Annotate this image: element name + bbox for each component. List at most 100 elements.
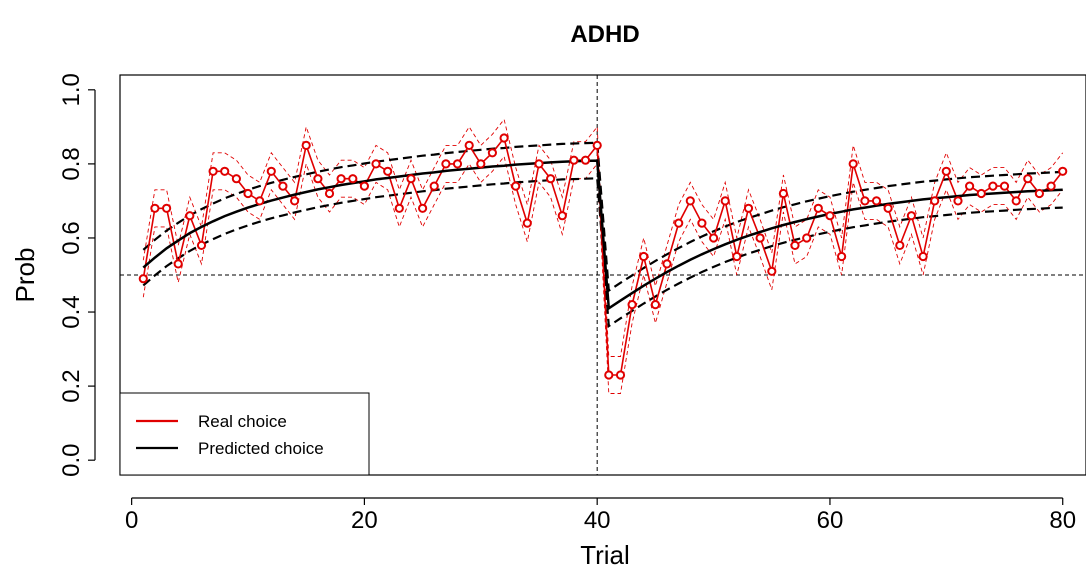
real-choice-point [220, 166, 230, 176]
real-choice-point [348, 174, 358, 184]
real-choice-point [767, 266, 777, 276]
y-tick-label: 0.0 [58, 444, 85, 477]
x-tick-label: 0 [125, 507, 138, 534]
x-axis: 0 20 40 60 80 [125, 497, 1076, 534]
real-choice-point [802, 233, 812, 243]
x-tick-label: 20 [351, 507, 378, 534]
real-choice-point [941, 166, 951, 176]
real-choice-point [324, 188, 335, 199]
real-choice-lower-band [142, 155, 1064, 394]
real-choice-point [138, 274, 148, 284]
real-choice-point [243, 188, 253, 199]
real-choice-point [383, 166, 393, 176]
real-choice-point [441, 159, 451, 169]
real-choice-point [546, 174, 556, 184]
real-choice-point [895, 240, 905, 250]
real-choice-point [557, 211, 567, 221]
real-choice-point [290, 196, 300, 206]
real-choice-point [906, 211, 917, 221]
real-choice-point [988, 181, 998, 191]
real-choice-point [418, 203, 428, 213]
real-choice-point [522, 218, 532, 228]
real-choice-point [313, 174, 323, 184]
real-choice-point [639, 251, 649, 262]
real-choice-point [1034, 188, 1045, 199]
x-tick-label: 80 [1049, 507, 1076, 534]
real-choice-point [1058, 166, 1068, 176]
y-tick-label: 0.4 [58, 295, 85, 328]
y-tick-label: 1.0 [58, 73, 85, 106]
real-choice-point [452, 159, 463, 169]
series-lines [142, 136, 1064, 376]
real-choice-point [150, 203, 160, 213]
real-choice-point [464, 140, 474, 150]
real-choice-point [848, 159, 858, 169]
real-choice-point [615, 370, 626, 380]
real-choice-point [487, 148, 497, 158]
real-choice-point [650, 300, 661, 310]
real-choice-point [406, 174, 416, 184]
predicted-choice-line [142, 159, 1063, 311]
real-choice-point [813, 203, 823, 213]
x-tick-label: 60 [817, 507, 844, 534]
real-choice-point [685, 196, 695, 206]
real-choice-point [790, 240, 800, 250]
real-choice-point [499, 133, 509, 143]
real-choice-point [976, 188, 986, 199]
legend-box [119, 392, 370, 476]
real-choice-point [569, 155, 579, 165]
real-choice-point [511, 181, 521, 191]
real-choice-point [755, 233, 765, 243]
predicted-choice-upper-band [142, 141, 1063, 293]
real-choice-point [930, 196, 940, 206]
real-choice-point [592, 140, 602, 150]
plot-frame [119, 74, 1086, 476]
real-choice-point [778, 188, 789, 199]
legend-label-predicted-choice: Predicted choice [198, 439, 324, 458]
real-choice-point [173, 259, 183, 269]
real-choice-point [918, 251, 928, 262]
real-choice-point [1011, 196, 1021, 206]
chart-title: ADHD [570, 21, 639, 48]
real-choice-point [604, 370, 614, 380]
real-choice-point [580, 155, 591, 165]
real-choice-point [371, 159, 381, 169]
real-choice-point [208, 166, 218, 176]
real-choice-point [837, 251, 847, 262]
real-choice-point [860, 196, 870, 206]
real-choice-point [301, 140, 311, 150]
real-choice-point [336, 174, 346, 184]
real-choice-point [185, 211, 195, 221]
y-axis: 0.0 0.2 0.4 0.6 0.8 1.0 [58, 73, 96, 477]
real-choice-point [999, 181, 1010, 191]
real-choice-point [162, 203, 172, 213]
real-choice-point [871, 196, 882, 206]
real-choice-point [394, 203, 404, 213]
y-tick-label: 0.6 [58, 221, 85, 254]
real-choice-point [231, 174, 241, 184]
real-choice-point [883, 203, 893, 213]
real-choice-point [662, 259, 672, 269]
real-choice-point [359, 181, 369, 191]
real-choice-markers [138, 133, 1068, 380]
real-choice-point [1046, 181, 1056, 191]
real-choice-point [743, 203, 754, 213]
real-choice-point [965, 181, 975, 191]
x-axis-label: Trial [580, 540, 630, 570]
real-choice-point [732, 251, 742, 262]
y-tick-label: 0.2 [58, 369, 85, 402]
real-choice-point [278, 181, 288, 191]
real-choice-point [674, 218, 684, 228]
real-choice-point [196, 240, 207, 250]
real-choice-point [266, 166, 276, 176]
real-choice-point [720, 196, 730, 206]
real-choice-point [1023, 174, 1033, 184]
legend-label-real-choice: Real choice [198, 412, 287, 431]
x-tick-label: 40 [584, 507, 611, 534]
real-choice-point [476, 159, 486, 169]
real-choice-point [534, 159, 544, 169]
legend: Real choice Predicted choice [119, 392, 370, 476]
real-choice-line [142, 136, 1064, 376]
real-choice-point [709, 233, 719, 243]
